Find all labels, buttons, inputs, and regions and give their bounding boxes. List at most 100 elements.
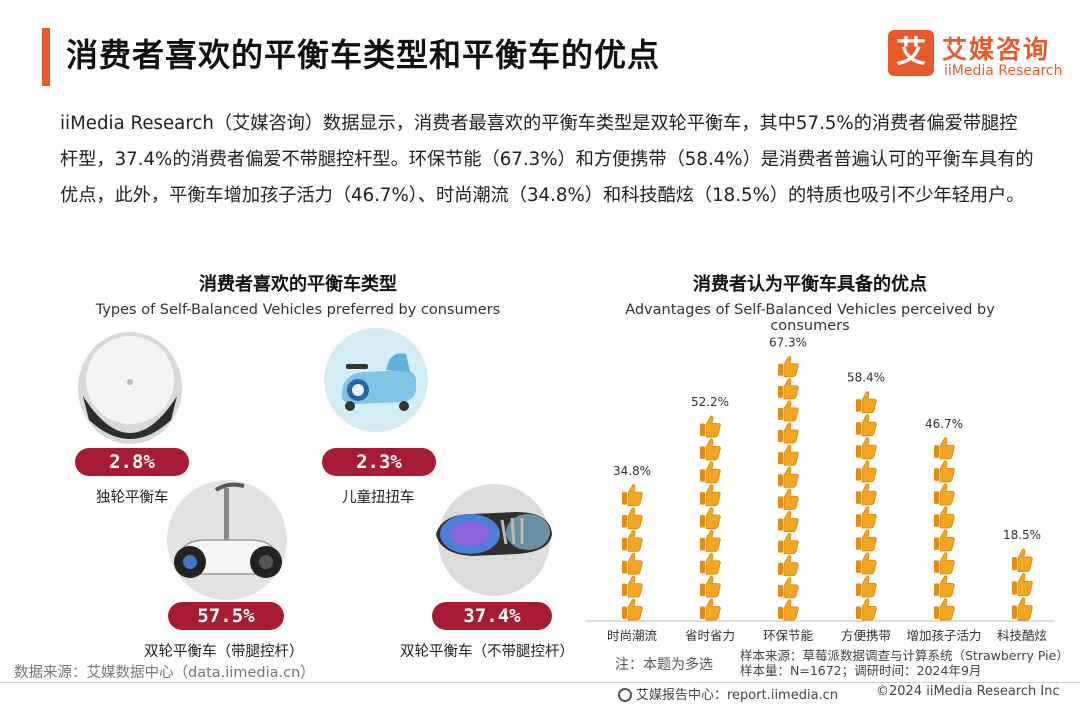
thumbs-up-icon <box>700 461 721 484</box>
thumbs-up-icon <box>622 484 643 507</box>
thumbs-up-icon <box>856 506 877 529</box>
brand-logo: 艾 艾媒咨询 iiMedia Research <box>884 30 1064 84</box>
left-section-title: 消费者喜欢的平衡车类型 <box>199 274 397 295</box>
leg-bar-scooter-pct-badge: 57.5% <box>168 602 284 630</box>
thumbs-up-icon <box>1012 548 1033 572</box>
thumbs-up-icon <box>934 483 955 506</box>
thumbs-up-icon <box>700 552 721 575</box>
category-label-3: 环保节能 <box>763 628 814 643</box>
thumbs-up-icon <box>856 552 877 575</box>
unicycle-label: 独轮平衡车 <box>96 490 169 506</box>
data-label-1: 34.8% <box>613 464 651 478</box>
left-section-subtitle: Types of Self-Balanced Vehicles preferre… <box>95 302 501 318</box>
thumbs-up-icon <box>934 598 955 621</box>
no-leg-bar-scooter-pct-badge: 37.4% <box>432 602 552 630</box>
bar-1 <box>622 484 643 621</box>
thumbs-up-icon <box>700 529 721 552</box>
thumbs-up-icon <box>700 507 721 529</box>
thumbs-up-icon <box>1012 572 1033 597</box>
thumbs-up-icon <box>778 555 799 577</box>
bar-5 <box>934 437 955 621</box>
footer-report-center[interactable]: 艾媒报告中心：report.iimedia.cn <box>618 684 838 703</box>
self-balancing-scooter-with-leg-bar-image <box>167 480 287 600</box>
thumbs-up-icon <box>778 577 799 599</box>
thumbs-up-icon <box>778 444 799 466</box>
thumbs-up-icon <box>700 415 721 438</box>
thumbs-up-icon <box>700 575 721 598</box>
right-section-subtitle: Advantages of Self-Balanced Vehicles per… <box>625 302 995 334</box>
thumbs-up-icon <box>622 529 643 552</box>
footer-copyright: ©2024 iiMedia Research Inc <box>876 684 1060 699</box>
thumbs-up-icon <box>778 510 799 532</box>
page-title: 消费者喜欢的平衡车类型和平衡车的优点 <box>66 36 661 74</box>
thumbs-up-icon <box>700 438 721 461</box>
thumbs-up-icon <box>622 575 643 598</box>
thumbs-up-icon <box>778 466 799 488</box>
thumbs-up-icon <box>856 529 877 552</box>
thumbs-up-icon <box>622 598 643 621</box>
thumbs-up-icon <box>700 484 721 507</box>
intro-paragraph: iiMedia Research（艾媒咨询）数据显示，消费者最喜欢的平衡车类型是… <box>60 113 1034 206</box>
category-label-1: 时尚潮流 <box>607 628 658 643</box>
sample-info: 样本来源：草莓派数据调查与计算系统（Strawberry Pie） 样本量：N=… <box>740 648 1069 678</box>
thumbs-up-icon <box>700 598 721 621</box>
thumbs-up-icon <box>856 483 877 506</box>
advantages-chart: 34.8% 时尚潮流 52.2% 省时省力 67.3% 环保节能 58.4% 方便携带 46.7… <box>585 336 1055 643</box>
sample-size: 样本量：N=1672；调研时间：2024年9月 <box>740 663 982 678</box>
kids-car-label: 儿童扭扭车 <box>342 490 415 506</box>
thumbs-up-icon <box>856 437 877 460</box>
multi-select-note: 注：本题为多选 <box>615 657 713 673</box>
data-label-4: 58.4% <box>847 371 885 385</box>
thumbs-up-icon <box>934 506 955 529</box>
title-accent-bar <box>42 28 50 86</box>
thumbs-up-icon <box>856 391 877 414</box>
thumbs-up-icon <box>778 488 799 510</box>
globe-icon <box>618 688 632 702</box>
thumbs-up-icon <box>856 460 877 483</box>
sample-source: 样本来源：草莓派数据调查与计算系统（Strawberry Pie） <box>740 648 1069 663</box>
thumbs-up-icon <box>934 575 955 598</box>
category-label-5: 增加孩子活力 <box>906 628 981 643</box>
no-leg-bar-scooter-label: 双轮平衡车（不带腿控杆） <box>400 644 574 660</box>
thumbs-up-icon <box>778 355 799 378</box>
category-label-4: 方便携带 <box>841 628 891 643</box>
bar-3 <box>778 355 799 621</box>
data-label-5: 46.7% <box>925 417 963 431</box>
bar-6 <box>1012 548 1033 621</box>
leg-bar-scooter-label: 双轮平衡车（带腿控杆） <box>144 644 304 660</box>
unicycle-pct-badge: 2.8% <box>75 448 189 476</box>
thumbs-up-icon <box>934 460 955 483</box>
thumbs-up-icon <box>778 532 799 555</box>
kids-car-pct-badge: 2.3% <box>322 448 436 476</box>
data-label-2: 52.2% <box>691 395 729 409</box>
thumbs-up-icon <box>934 552 955 575</box>
thumbs-up-icon <box>778 400 799 422</box>
thumbs-up-icon <box>778 599 799 621</box>
thumbs-up-icon <box>778 378 799 400</box>
bar-4 <box>856 391 877 621</box>
thumbs-up-icon <box>934 529 955 552</box>
bar-2 <box>700 415 721 621</box>
footer-divider <box>0 682 1080 683</box>
thumbs-up-icon <box>1012 597 1033 621</box>
data-source: 数据来源：艾媒数据中心（data.iimedia.cn） <box>14 665 315 681</box>
thumbs-up-icon <box>934 437 955 460</box>
thumbs-up-icon <box>856 575 877 598</box>
thumbs-up-icon <box>856 414 877 437</box>
category-label-2: 省时省力 <box>685 628 735 643</box>
kids-car-image <box>324 328 428 432</box>
logo-cn-text: 艾媒咨询 <box>942 35 1051 64</box>
thumbs-up-icon <box>856 598 877 621</box>
thumbs-up-icon <box>622 507 643 529</box>
footer-report-link[interactable]: 艾媒报告中心：report.iimedia.cn <box>636 688 839 703</box>
right-section-title: 消费者认为平衡车具备的优点 <box>693 274 927 295</box>
thumbs-up-icon <box>778 422 799 444</box>
category-label-6: 科技酷炫 <box>997 628 1047 643</box>
logo-en-text: iiMedia Research <box>944 63 1063 79</box>
thumbs-up-icon <box>622 552 643 575</box>
self-balancing-scooter-without-leg-bar-image <box>436 484 552 596</box>
data-label-3: 67.3% <box>769 336 807 350</box>
unicycle-image <box>78 332 182 444</box>
data-label-6: 18.5% <box>1003 528 1041 542</box>
logo-mark: 艾 <box>888 30 934 76</box>
